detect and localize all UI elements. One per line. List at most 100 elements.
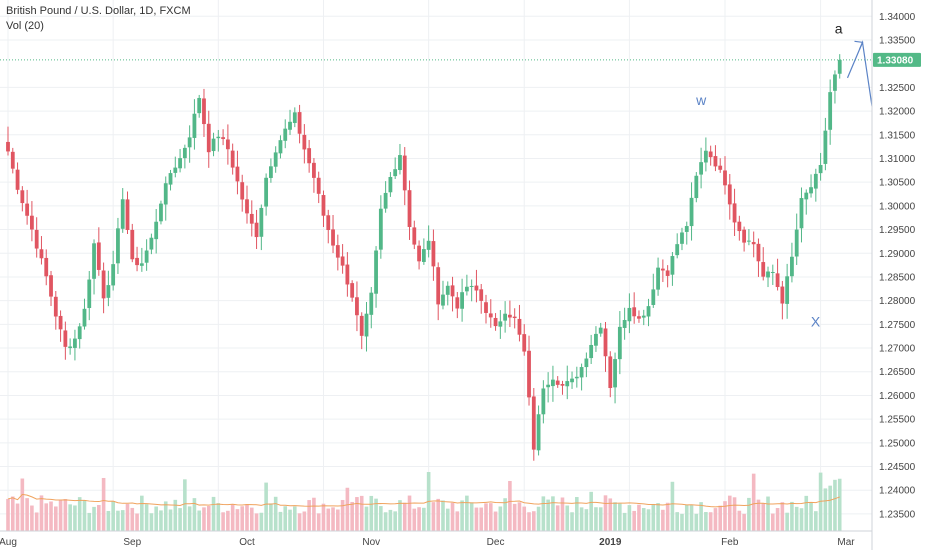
volume-bar xyxy=(230,504,235,531)
volume-bar xyxy=(316,513,321,531)
volume-bar xyxy=(517,502,522,531)
volume-bar xyxy=(221,512,225,531)
volume-bar xyxy=(708,512,713,531)
candle-body xyxy=(603,328,608,357)
candle-body xyxy=(431,241,436,267)
volume-bar xyxy=(49,501,53,531)
candle-body xyxy=(699,162,703,175)
volume-bar xyxy=(302,511,307,531)
volume-indicator-label[interactable]: Vol (20) xyxy=(6,20,44,32)
volume-bar xyxy=(54,506,58,531)
volume-bar xyxy=(565,505,570,531)
candle-body xyxy=(168,173,173,185)
candle-body xyxy=(469,285,474,287)
volume-bar xyxy=(111,501,115,531)
candle-body xyxy=(703,150,708,163)
candle-body xyxy=(426,240,431,250)
volume-bar xyxy=(450,502,455,531)
candle-body xyxy=(331,229,335,246)
candle-body xyxy=(694,175,699,199)
wave-label-a[interactable]: a xyxy=(835,20,843,36)
candle-body xyxy=(125,199,130,230)
candle-body xyxy=(249,213,254,224)
candle-body xyxy=(641,315,646,318)
volume-bar xyxy=(68,504,72,531)
price-tick-label: 1.29500 xyxy=(879,225,916,236)
volume-bar xyxy=(163,501,168,531)
volume-bar xyxy=(393,511,397,531)
wave-label-w[interactable]: w xyxy=(695,92,707,108)
volume-bar xyxy=(603,495,608,531)
price-tick-label: 1.30000 xyxy=(879,201,916,212)
volume-bar xyxy=(555,505,560,531)
volume-bar xyxy=(383,512,388,531)
volume-bar xyxy=(154,506,158,531)
volume-bar xyxy=(771,513,775,531)
candle-body xyxy=(278,140,283,154)
volume-bar xyxy=(637,504,641,531)
volume-bar xyxy=(297,513,302,531)
volume-bar xyxy=(699,502,703,531)
volume-bar xyxy=(546,499,550,531)
time-axis[interactable]: Aug Sep Oct Nov Dec 2019 Feb Mar xyxy=(0,537,855,548)
volume-bar xyxy=(216,503,221,531)
volume-bar xyxy=(479,507,484,531)
candle-body xyxy=(130,229,135,260)
volume-bar xyxy=(680,513,684,531)
volume-bar xyxy=(240,506,245,531)
volume-bar xyxy=(527,512,531,531)
wave-label-x[interactable]: X xyxy=(811,314,821,330)
candle-body xyxy=(675,244,680,256)
volume-bar xyxy=(97,505,101,531)
candle-body xyxy=(837,59,842,74)
candle-body xyxy=(727,184,732,205)
candle-body xyxy=(307,148,312,164)
candle-body xyxy=(551,379,555,387)
price-axis[interactable]: 1.34000 1.33500 1.32500 1.32000 1.31500 1.310… xyxy=(879,12,916,521)
volume-bar xyxy=(116,510,120,531)
candle-body xyxy=(326,215,331,231)
volume-bar xyxy=(82,500,87,531)
candle-body xyxy=(584,358,589,368)
candle-body xyxy=(737,221,742,232)
volume-bar xyxy=(92,506,96,531)
volume-bar xyxy=(379,506,383,531)
volume-bar xyxy=(484,503,488,531)
candle-body xyxy=(546,384,551,388)
candle-body xyxy=(488,313,493,318)
price-tick-label: 1.28000 xyxy=(879,296,916,307)
volume-bar xyxy=(183,479,187,531)
price-tick-label: 1.24500 xyxy=(879,462,916,473)
candle-body xyxy=(632,307,637,317)
candle-body xyxy=(665,270,670,276)
candle-body xyxy=(321,195,326,216)
price-tick-label: 1.30500 xyxy=(879,178,916,189)
volume-bar xyxy=(6,498,10,531)
last-price-tag-box xyxy=(873,52,921,67)
volume-bar xyxy=(202,507,206,531)
candle-body xyxy=(378,208,383,250)
price-tick-label: 1.27500 xyxy=(879,320,916,331)
volume-bar xyxy=(125,503,130,531)
wave-projection-path xyxy=(846,40,873,107)
volume-bar xyxy=(211,496,216,531)
volume-bar xyxy=(173,499,178,531)
volume-bar xyxy=(140,495,144,531)
candle-body xyxy=(498,321,503,327)
volume-bar xyxy=(25,498,29,531)
candle-body xyxy=(747,240,751,242)
symbol-title[interactable]: British Pound / U.S. Dollar, 1D, FXCM xyxy=(6,5,191,17)
candle-body xyxy=(555,380,560,385)
candle-body xyxy=(235,166,240,182)
candle-body xyxy=(6,141,10,152)
candle-body xyxy=(283,128,288,141)
time-tick-label: 2019 xyxy=(599,537,622,548)
candle-body xyxy=(417,245,421,262)
volume-bar xyxy=(101,477,106,531)
candle-body xyxy=(259,207,264,237)
price-tick-label: 1.32000 xyxy=(879,107,916,118)
candle-body xyxy=(202,98,206,125)
volume-bar xyxy=(560,497,565,531)
candle-body xyxy=(651,289,656,305)
